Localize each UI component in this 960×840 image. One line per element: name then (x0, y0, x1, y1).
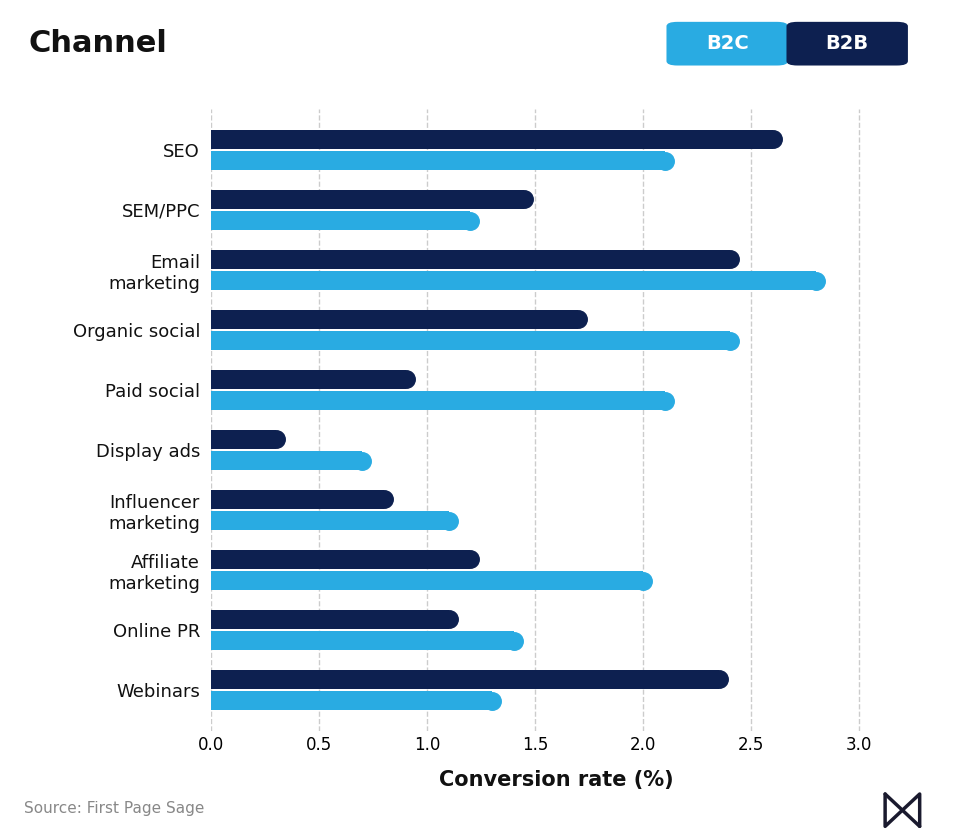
Bar (211, 271, 816, 291)
Bar (211, 310, 578, 328)
FancyBboxPatch shape (666, 22, 788, 66)
Bar (211, 190, 524, 209)
Text: B2B: B2B (826, 34, 869, 53)
Bar (211, 610, 449, 629)
Bar (211, 631, 514, 650)
Text: B2C: B2C (706, 34, 749, 53)
Bar (211, 549, 470, 569)
Bar (211, 331, 730, 350)
Bar (211, 211, 470, 230)
Text: Source: First Page Sage: Source: First Page Sage (24, 801, 204, 816)
Bar (211, 391, 664, 411)
FancyBboxPatch shape (786, 22, 908, 66)
Bar (211, 370, 406, 389)
Bar (211, 512, 449, 530)
X-axis label: Conversion rate (%): Conversion rate (%) (440, 770, 674, 790)
Bar (211, 429, 276, 449)
Text: Channel: Channel (29, 29, 168, 59)
Bar (211, 151, 664, 171)
Bar (211, 129, 773, 149)
Bar (211, 669, 719, 689)
Bar (211, 571, 643, 591)
Bar (211, 691, 492, 711)
Bar (211, 249, 730, 269)
Bar (211, 451, 362, 470)
Bar (211, 490, 384, 509)
